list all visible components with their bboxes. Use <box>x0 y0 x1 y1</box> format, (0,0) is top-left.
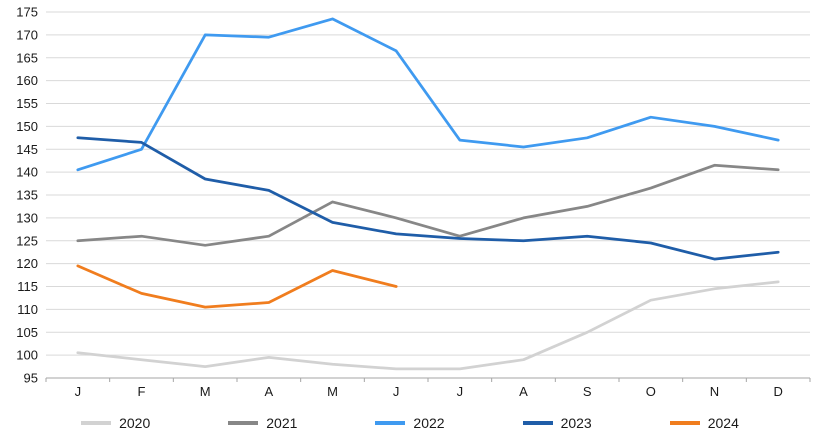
legend-label: 2020 <box>119 415 151 431</box>
y-tick-label: 105 <box>16 325 38 340</box>
y-tick-label: 130 <box>16 210 38 225</box>
x-tick-label: O <box>646 384 656 399</box>
legend-label: 2021 <box>266 415 298 431</box>
x-tick-label: J <box>393 384 400 399</box>
y-tick-label: 160 <box>16 73 38 88</box>
y-tick-label: 155 <box>16 96 38 111</box>
x-tick-label: S <box>583 384 592 399</box>
legend-item-2024: 2024 <box>669 415 739 431</box>
y-tick-label: 100 <box>16 348 38 363</box>
series-line-2023 <box>76 136 780 261</box>
legend-item-2021: 2021 <box>228 415 297 431</box>
y-tick-label: 135 <box>16 188 38 203</box>
legend-swatch-icon <box>522 421 553 425</box>
y-tick-label: 95 <box>24 371 38 386</box>
legend-item-2023: 2023 <box>522 415 592 431</box>
y-tick-label: 140 <box>16 165 38 180</box>
x-tick-label: J <box>457 384 464 399</box>
x-tick-label: M <box>200 384 211 399</box>
chart-legend: 2020 2021 2022 2023 2024 <box>0 406 820 440</box>
series-line-2021 <box>76 163 780 247</box>
y-tick-label: 165 <box>16 50 38 65</box>
series-line-2020 <box>76 280 780 371</box>
y-tick-label: 175 <box>16 5 38 20</box>
y-tick-label: 170 <box>16 27 38 42</box>
y-tick-label: 110 <box>17 302 38 317</box>
y-tick-label: 125 <box>16 233 38 248</box>
x-tick-label: A <box>519 384 528 399</box>
x-tick-label: J <box>75 384 82 399</box>
legend-item-2020: 2020 <box>81 415 150 431</box>
legend-swatch-icon <box>81 421 112 425</box>
x-tick-label: A <box>264 384 273 399</box>
y-tick-label: 120 <box>16 256 38 271</box>
legend-label: 2024 <box>707 415 739 431</box>
x-tick-label: M <box>327 384 338 399</box>
legend-swatch-icon <box>228 421 259 425</box>
legend-label: 2022 <box>413 415 445 431</box>
legend-swatch-icon <box>669 421 700 425</box>
x-tick-label: N <box>710 384 719 399</box>
x-tick-label: D <box>773 384 782 399</box>
x-tick-label: F <box>138 384 146 399</box>
series-line-2022 <box>76 17 780 172</box>
y-tick-label: 145 <box>16 142 38 157</box>
legend-swatch-icon <box>375 421 406 425</box>
y-tick-label: 115 <box>17 279 38 294</box>
y-tick-label: 150 <box>16 119 38 134</box>
chart-plot-area: 95 100 105 110 115 120 125 130 135 140 145 150 155 16… <box>16 5 811 399</box>
legend-label: 2023 <box>560 415 592 431</box>
series-line-2024 <box>76 264 398 309</box>
legend-item-2022: 2022 <box>375 415 445 431</box>
